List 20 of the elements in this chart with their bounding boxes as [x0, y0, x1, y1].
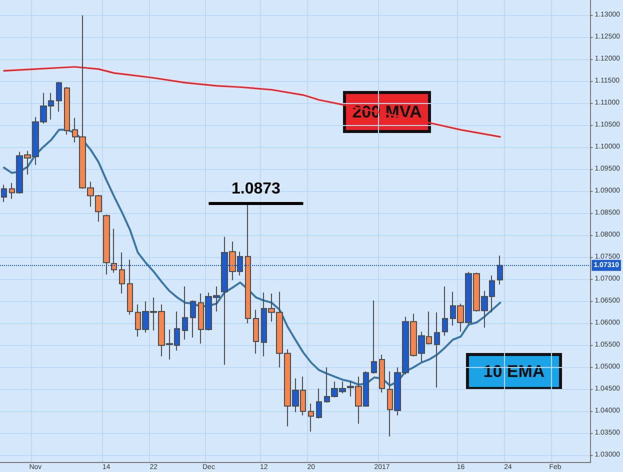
- line-series: [3, 66, 501, 138]
- candlestick: [190, 300, 196, 338]
- candlestick: [56, 81, 62, 112]
- candlestick: [434, 312, 440, 388]
- line-series: [2, 128, 502, 386]
- candlestick: [245, 202, 251, 324]
- candlestick: [182, 286, 188, 340]
- candlestick: [371, 300, 377, 374]
- candlestick: [119, 252, 125, 294]
- candlestick: [316, 388, 322, 419]
- candlestick: [103, 214, 110, 276]
- candlestick: [308, 402, 314, 432]
- candlestick: [64, 86, 70, 136]
- candlestick: [1, 184, 7, 202]
- candlestick: [253, 309, 259, 354]
- candlestick: [111, 228, 117, 274]
- candlestick: [442, 286, 448, 336]
- candlestick: [379, 354, 385, 393]
- candlestick: [127, 259, 133, 316]
- ref-line-label: 1.0873: [232, 180, 281, 198]
